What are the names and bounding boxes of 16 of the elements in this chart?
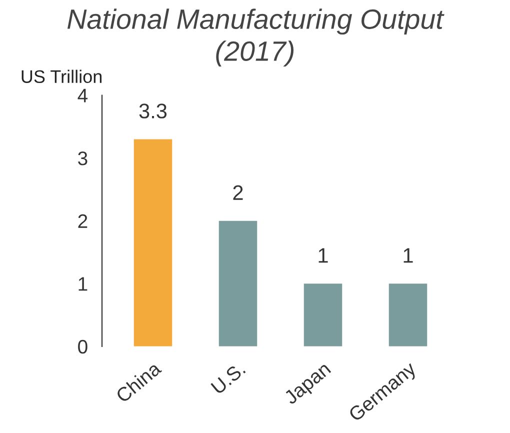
data-label: 1 [404,248,413,263]
y-tick-label: 4 [78,88,88,102]
y-tick-label: 2 [78,214,88,228]
bar [218,220,258,346]
y-tick-label: 3 [78,152,88,166]
data-label: 3.3 [139,104,167,118]
y-tick-label: 0 [78,340,88,354]
y-axis-title: US Trillion [22,70,102,84]
bar [134,139,172,346]
data-label: 2 [233,185,243,200]
bar [304,284,342,346]
x-tick-label: U.S. [210,362,246,395]
chart-title: National Manufacturing Output (2017) [67,8,444,66]
bar [388,284,428,346]
y-tick-label: 1 [78,277,88,291]
data-label: 1 [318,248,328,263]
